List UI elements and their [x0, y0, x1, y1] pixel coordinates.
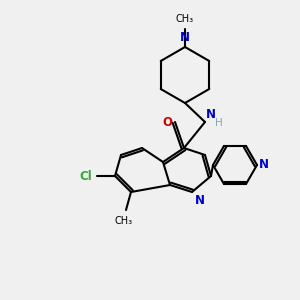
Text: CH₃: CH₃ — [115, 216, 133, 226]
Text: Cl: Cl — [79, 169, 92, 182]
Text: N: N — [180, 31, 190, 44]
Text: H: H — [215, 118, 223, 128]
Text: O: O — [162, 116, 172, 128]
Text: CH₃: CH₃ — [176, 14, 194, 24]
Text: N: N — [206, 108, 216, 121]
Text: N: N — [259, 158, 269, 172]
Text: N: N — [195, 194, 205, 207]
